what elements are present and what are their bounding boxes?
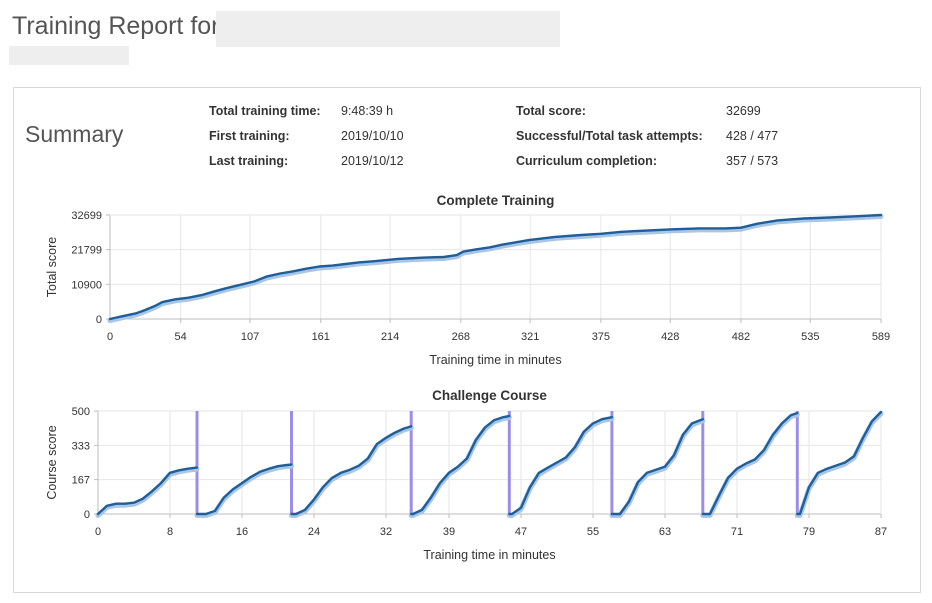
x-tick-label: 87 — [875, 526, 887, 538]
x-tick-label: 535 — [801, 331, 819, 343]
x-tick-label: 375 — [592, 331, 610, 343]
x-tick-label: 54 — [175, 331, 187, 343]
y-tick-label: 333 — [72, 440, 90, 452]
y-axis-label: Course score — [45, 425, 59, 499]
x-axis-label: Training time in minutes — [429, 353, 561, 367]
y-tick-label: 10900 — [71, 279, 102, 291]
y-tick-label: 167 — [72, 475, 90, 487]
x-tick-label: 71 — [731, 526, 743, 538]
chart-complete-training: 0 54 107 161 214 268 321 375 428 482 535 589 0 10900 2… — [45, 193, 890, 367]
series-line — [290, 425, 413, 516]
y-axis-label: Total score — [45, 237, 59, 297]
summary-label-total-training-time: Total training time: — [209, 104, 321, 118]
x-tick-label: 79 — [803, 526, 815, 538]
summary-label-curriculum-completion: Curriculum completion: — [516, 154, 657, 168]
x-tick-label: 161 — [312, 331, 330, 343]
series-line-shadow — [289, 425, 414, 518]
summary-value-task-attempts: 428 / 477 — [726, 129, 779, 143]
y-tick-label: 32699 — [71, 210, 102, 222]
page-title: Training Report for — [12, 12, 220, 40]
x-tick-label: 589 — [872, 331, 890, 343]
series-line — [796, 410, 883, 516]
x-axis-label: Training time in minutes — [423, 548, 555, 562]
x-tick-label: 428 — [661, 331, 679, 343]
y-tick-label: 500 — [72, 406, 90, 418]
summary-heading: Summary — [25, 121, 124, 147]
series-line — [410, 414, 511, 516]
y-tick-label: 21799 — [71, 245, 102, 257]
summary-value-total-score: 32699 — [726, 104, 761, 118]
x-tick-label: 24 — [308, 526, 320, 538]
series-line-shadow — [408, 415, 512, 518]
series-line — [195, 463, 293, 516]
summary-label-total-score: Total score: — [516, 104, 586, 118]
summary-value-first-training: 2019/10/10 — [341, 129, 404, 143]
x-tick-label: 482 — [732, 331, 750, 343]
series-line — [508, 416, 614, 516]
report-panel: Summary Total training time: 9:48:39 h F… — [13, 87, 921, 593]
series-line — [108, 213, 883, 321]
summary-label-last-training: Last training: — [209, 154, 289, 168]
x-tick-label: 321 — [521, 331, 539, 343]
x-tick-label: 16 — [236, 526, 248, 538]
x-tick-label: 63 — [659, 526, 671, 538]
summary-value-last-training: 2019/10/12 — [341, 154, 404, 168]
x-tick-label: 0 — [95, 526, 101, 538]
series-line — [701, 411, 799, 516]
y-tick-label: 0 — [96, 314, 102, 326]
series-line-shadow — [95, 466, 200, 518]
x-tick-label: 32 — [380, 526, 392, 538]
summary-value-curriculum-completion: 357 / 573 — [726, 154, 779, 168]
chart-challenge-course: 0 8 16 24 32 39 47 55 63 71 79 87 0 167 333 500 Challeng… — [45, 388, 887, 562]
x-tick-label: 55 — [587, 526, 599, 538]
series-line-shadow — [107, 214, 884, 323]
x-tick-label: 47 — [515, 526, 527, 538]
x-tick-label: 0 — [107, 331, 113, 343]
x-tick-label: 268 — [452, 331, 470, 343]
series-line — [610, 418, 704, 516]
summary-label-task-attempts: Successful/Total task attempts: — [516, 129, 703, 143]
series-line-shadow — [194, 463, 294, 518]
summary-value-total-training-time: 9:48:39 h — [341, 104, 394, 118]
x-tick-label: 214 — [381, 331, 399, 343]
chart-title: Complete Training — [437, 193, 555, 208]
chart-title: Challenge Course — [432, 388, 547, 403]
series-line — [96, 466, 199, 516]
x-tick-label: 107 — [241, 331, 259, 343]
redacted-subtitle-block — [9, 46, 129, 65]
y-tick-label: 0 — [84, 509, 90, 521]
summary-label-first-training: First training: — [209, 129, 290, 143]
x-tick-label: 8 — [167, 526, 173, 538]
x-tick-label: 39 — [443, 526, 455, 538]
redacted-name-block — [216, 11, 560, 47]
